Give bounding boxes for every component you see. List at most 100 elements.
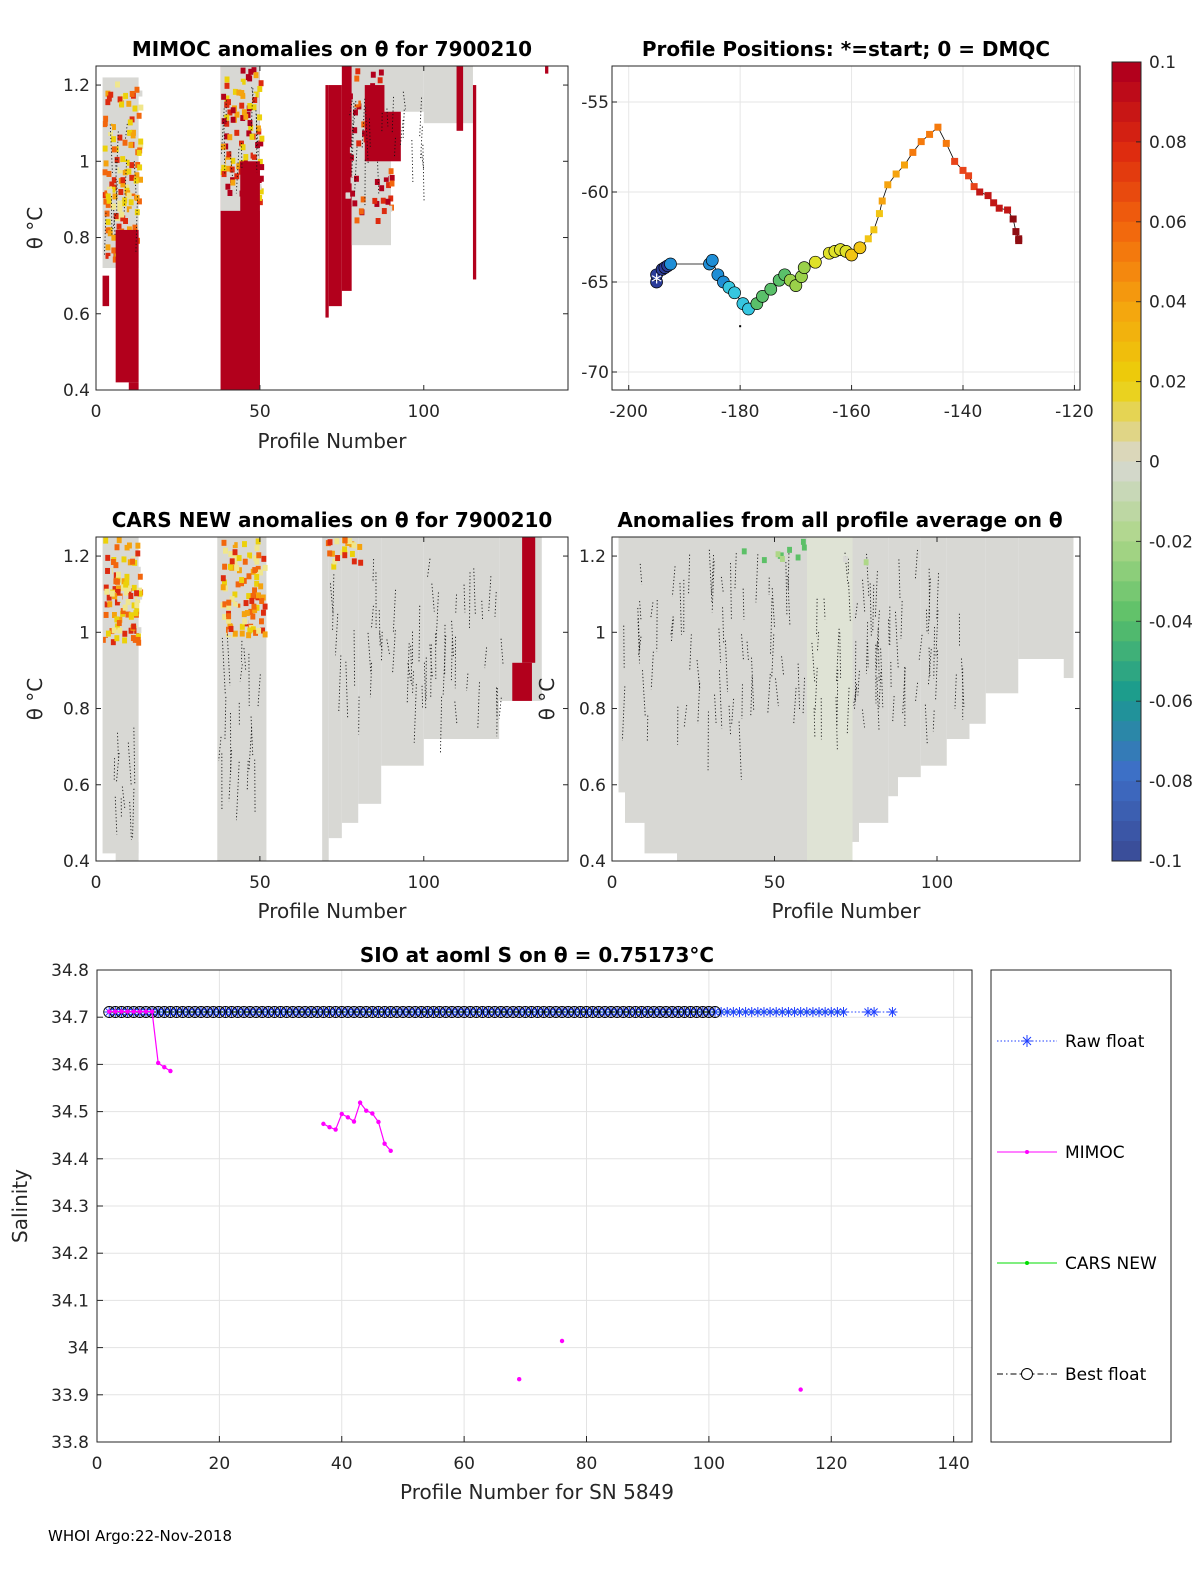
heat-cell xyxy=(251,67,257,74)
x-tick-label: -140 xyxy=(944,402,983,422)
contour-line xyxy=(936,573,939,620)
profile-marker xyxy=(965,172,973,180)
heat-cell xyxy=(121,566,127,573)
best-float-point xyxy=(317,1006,330,1018)
heat-cell xyxy=(111,247,117,254)
contour-line xyxy=(121,786,126,809)
best-float-point xyxy=(231,1006,244,1018)
contour-line xyxy=(902,667,906,715)
heat-cell xyxy=(239,127,245,134)
contour-line xyxy=(722,607,725,645)
y-tick-label: 1.2 xyxy=(63,76,90,96)
best-float-point xyxy=(433,1006,446,1018)
contour-line xyxy=(257,674,261,708)
heat-cell xyxy=(246,544,252,551)
heat-cell xyxy=(137,164,143,171)
contour-line xyxy=(927,649,932,686)
best-float-point xyxy=(311,1006,324,1018)
heat-cell xyxy=(256,125,261,132)
best-float-point xyxy=(464,1006,477,1018)
heat-cell xyxy=(357,543,363,550)
legend-items: Raw float MIMOC CARS NEW Best float xyxy=(997,1032,1157,1385)
heat-cell xyxy=(112,586,118,593)
raw-float-point xyxy=(765,1007,776,1018)
raw-float-point xyxy=(771,1007,782,1018)
heat-cell xyxy=(224,133,230,140)
best-float-point xyxy=(299,1006,311,1018)
raw-float-point xyxy=(801,1007,812,1018)
colorbar-segment xyxy=(1112,361,1141,383)
heat-cell xyxy=(105,554,111,561)
heat-cell xyxy=(341,66,352,291)
heat-cell xyxy=(251,104,257,111)
contour-line xyxy=(223,124,226,175)
heat-cell xyxy=(107,126,113,133)
heat-cell xyxy=(103,611,109,618)
best-float-point xyxy=(286,1006,299,1018)
mimoc-point xyxy=(137,1009,143,1014)
contour-line xyxy=(463,584,466,613)
best-float-point xyxy=(213,1006,226,1018)
heat-cell xyxy=(258,175,264,182)
cars-panel: 0 50 100 0.4 0.6 0.8 1 1.2 CARS NEW anomalies o… xyxy=(23,508,569,923)
best-float-point xyxy=(452,1006,464,1018)
heat-cell xyxy=(257,158,263,165)
raw-float-point xyxy=(612,1007,623,1018)
dmqc-profile-marker xyxy=(809,255,822,269)
heat-cell xyxy=(127,129,133,136)
heat-cell xyxy=(334,538,340,545)
best-float-point xyxy=(280,1006,293,1018)
contour-line xyxy=(734,553,737,589)
heat-cell xyxy=(260,609,266,616)
contour-line xyxy=(127,742,132,786)
heat-cell xyxy=(372,197,378,204)
heat-cell xyxy=(103,537,109,544)
heat-cell xyxy=(129,208,135,215)
heat-cell xyxy=(378,69,384,76)
contour-line xyxy=(741,684,743,719)
contour-line xyxy=(235,761,240,821)
heat-cell xyxy=(232,630,238,637)
contour-line xyxy=(431,583,435,612)
heat-cell xyxy=(262,631,268,638)
heat-cell xyxy=(388,168,394,175)
heat-cell xyxy=(348,93,353,100)
contour-line xyxy=(730,563,732,619)
dmqc-profile-marker xyxy=(664,257,677,271)
heat-cell xyxy=(228,626,234,633)
heat-cell xyxy=(118,189,124,196)
heat-cell xyxy=(129,196,135,203)
heat-cell xyxy=(229,584,235,591)
heat-cell xyxy=(114,544,120,551)
colorbar-tick-label: 0.06 xyxy=(1149,213,1187,233)
best-float-point xyxy=(256,1006,269,1018)
y-tick-label: 0.8 xyxy=(579,700,606,720)
heat-cell xyxy=(135,633,141,640)
contour-line xyxy=(932,710,935,732)
best-float-point xyxy=(427,1006,440,1018)
allavg-panel: 0 50 100 0.4 0.6 0.8 1 1.2 Anomalies from all p… xyxy=(535,508,1081,923)
profile-marker xyxy=(990,199,998,207)
heat-cell xyxy=(247,103,253,110)
raw-float-point xyxy=(263,1007,274,1018)
best-float-point xyxy=(605,1006,617,1018)
heat-cell xyxy=(102,275,110,307)
contour-line xyxy=(823,598,826,620)
heat-cell xyxy=(132,105,138,112)
heat-cell xyxy=(242,105,248,112)
heat-cell xyxy=(128,142,134,149)
raw-float-point xyxy=(434,1007,445,1018)
profile-marker xyxy=(1012,228,1020,236)
contour-line xyxy=(714,694,717,723)
profile-marker xyxy=(878,197,886,205)
contour-line xyxy=(846,687,850,736)
heat-cell xyxy=(843,556,848,563)
contour-line xyxy=(770,598,773,654)
salinity-panel: 0 20 40 60 80 100 120 140 33.8 33.9 34 34.1 34.2 34.3… xyxy=(8,943,973,1504)
profile-marker xyxy=(970,183,978,191)
contour-line xyxy=(250,88,254,134)
dmqc-profile-marker xyxy=(705,254,719,267)
heat-cell xyxy=(351,542,357,549)
contour-line xyxy=(775,678,779,707)
raw-float-point xyxy=(453,1007,464,1018)
